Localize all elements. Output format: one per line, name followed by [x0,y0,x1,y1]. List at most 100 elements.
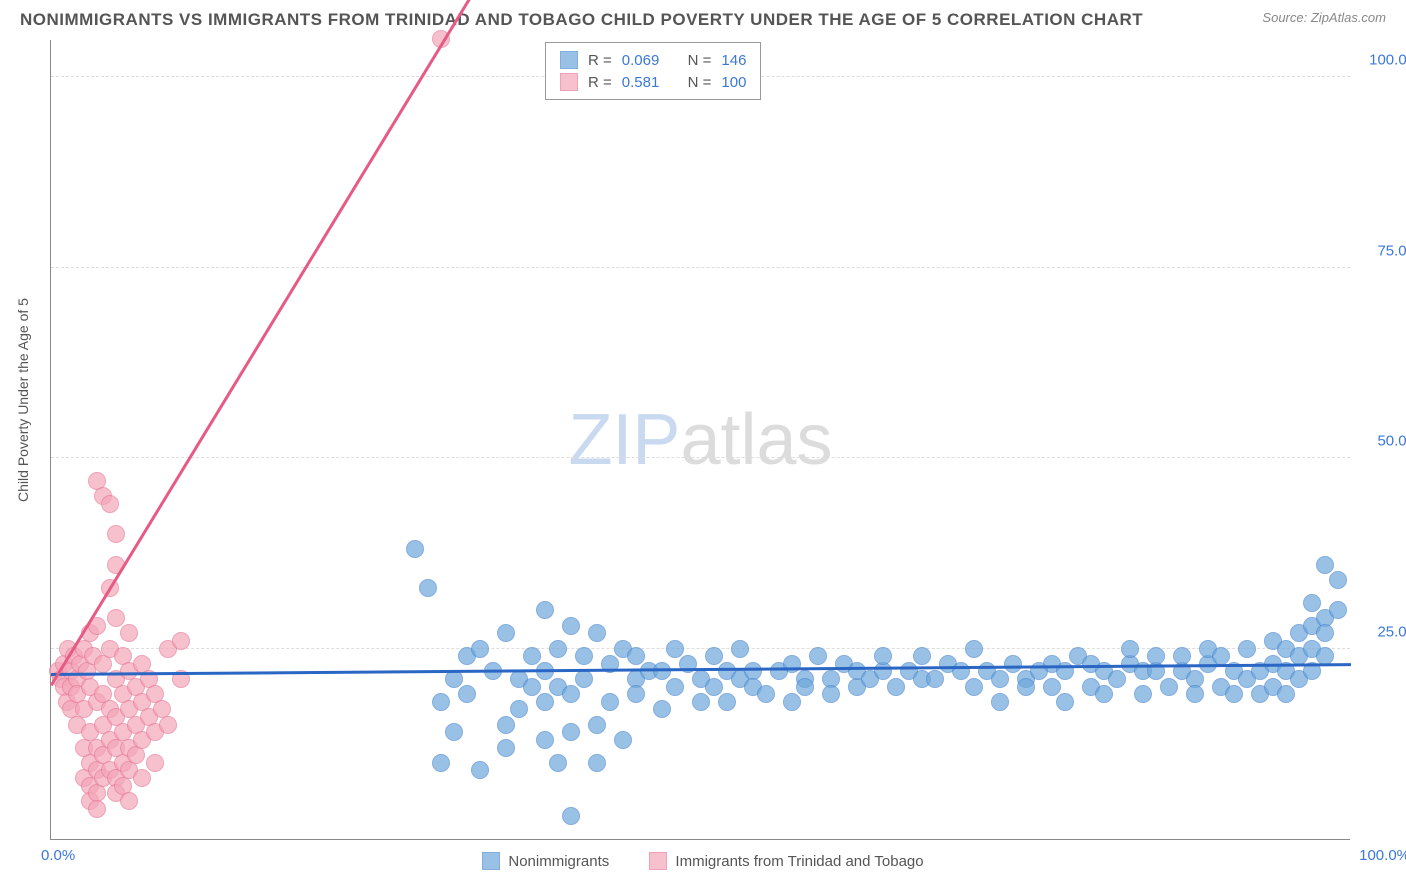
data-point [588,624,606,642]
data-point [1303,594,1321,612]
source-value: ZipAtlas.com [1311,10,1386,25]
data-point [718,693,736,711]
data-point [562,617,580,635]
plot-area: ZIPatlas 25.0%50.0%75.0%100.0%0.0%100.0% [50,40,1350,840]
data-point [588,754,606,772]
chart-title: NONIMMIGRANTS VS IMMIGRANTS FROM TRINIDA… [20,10,1143,30]
data-point [172,632,190,650]
data-point [101,495,119,513]
data-point [458,685,476,703]
y-tick-label: 50.0% [1360,433,1406,450]
y-tick-label: 100.0% [1360,52,1406,69]
data-point [822,685,840,703]
data-point [913,647,931,665]
data-point [1173,647,1191,665]
data-point [1160,678,1178,696]
data-point [627,647,645,665]
watermark-atlas: atlas [680,400,832,480]
data-point [692,693,710,711]
data-point [1043,678,1061,696]
data-point [575,647,593,665]
data-point [432,754,450,772]
legend-bottom: Nonimmigrants Immigrants from Trinidad a… [0,852,1406,874]
data-point [1277,685,1295,703]
data-point [536,731,554,749]
source-label: Source: [1262,10,1307,25]
data-point [666,678,684,696]
legend-stats-row-1: R = 0.069 N = 146 [560,49,746,71]
legend-r-value-2: 0.581 [622,74,660,91]
data-point [107,525,125,543]
data-point [601,693,619,711]
data-point [497,624,515,642]
gridline [51,457,1350,458]
legend-n-label-2: N = [688,74,712,91]
source-attribution: Source: ZipAtlas.com [1262,10,1386,25]
data-point [419,579,437,597]
data-point [1186,685,1204,703]
data-point [1017,678,1035,696]
y-tick-label: 25.0% [1360,623,1406,640]
trend-line [50,0,520,686]
data-point [562,807,580,825]
watermark-zip: ZIP [568,400,680,480]
data-point [757,685,775,703]
data-point [549,754,567,772]
legend-r-label: R = [588,52,612,69]
data-point [88,800,106,818]
gridline [51,267,1350,268]
data-point [588,716,606,734]
data-point [874,647,892,665]
data-point [562,723,580,741]
data-point [523,647,541,665]
data-point [809,647,827,665]
data-point [1134,685,1152,703]
data-point [575,670,593,688]
data-point [1004,655,1022,673]
data-point [705,678,723,696]
data-point [432,693,450,711]
data-point [445,723,463,741]
data-point [991,670,1009,688]
data-point [1238,640,1256,658]
legend-r-value-1: 0.069 [622,52,660,69]
data-point [653,700,671,718]
data-point [1225,685,1243,703]
data-point [133,769,151,787]
legend-swatch-nonimmigrants [560,51,578,69]
data-point [1108,670,1126,688]
legend-label-2: Immigrants from Trinidad and Tobago [675,853,923,870]
data-point [1329,571,1347,589]
data-point [445,670,463,688]
data-point [926,670,944,688]
legend-item-nonimmigrants: Nonimmigrants [482,852,609,870]
data-point [1329,601,1347,619]
data-point [965,640,983,658]
data-point [471,640,489,658]
data-point [731,640,749,658]
data-point [497,739,515,757]
data-point [107,609,125,627]
legend-item-immigrants: Immigrants from Trinidad and Tobago [649,852,923,870]
data-point [614,731,632,749]
data-point [536,693,554,711]
data-point [653,662,671,680]
data-point [1095,685,1113,703]
legend-n-value-1: 146 [721,52,746,69]
data-point [666,640,684,658]
data-point [159,716,177,734]
data-point [510,700,528,718]
data-point [497,716,515,734]
data-point [406,540,424,558]
data-point [887,678,905,696]
data-point [1316,556,1334,574]
data-point [783,655,801,673]
data-point [1056,693,1074,711]
watermark: ZIPatlas [568,399,832,481]
legend-swatch-immigrants [560,73,578,91]
legend-n-value-2: 100 [721,74,746,91]
legend-swatch-b2 [649,852,667,870]
legend-label-1: Nonimmigrants [508,853,609,870]
data-point [1212,647,1230,665]
data-point [796,678,814,696]
